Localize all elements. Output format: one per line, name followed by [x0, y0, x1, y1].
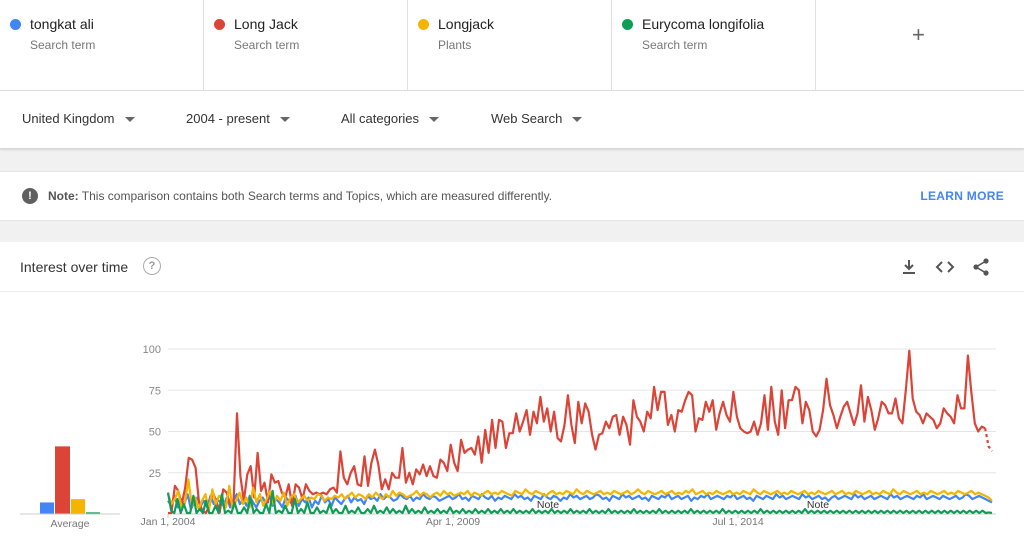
term-name[interactable]: tongkat ali [30, 16, 94, 32]
card-tools [898, 256, 1008, 280]
time-range-dropdown[interactable]: 2004 - present [186, 111, 290, 126]
note-message: This comparison contains both Search ter… [81, 189, 553, 203]
plus-icon[interactable]: + [912, 22, 925, 47]
learn-more-link[interactable]: LEARN MORE [920, 189, 1004, 203]
term-eurycoma-longifolia[interactable]: Eurycoma longifolia Search term [612, 0, 816, 90]
chart-annotation: Note [537, 499, 559, 511]
embed-icon[interactable] [934, 256, 956, 278]
series-color-dot [10, 19, 21, 30]
exclamation-icon: ! [22, 188, 38, 204]
card-title: Interest over time [20, 259, 129, 275]
time-range-label: 2004 - present [186, 111, 270, 126]
region-label: United Kingdom [22, 111, 115, 126]
average-bar [86, 512, 100, 514]
term-kind: Search term [642, 38, 708, 52]
term-name[interactable]: Longjack [438, 16, 495, 32]
average-bar [40, 502, 54, 514]
interest-chart: 25 50 75 100 Jan 1, 2004 Apr 1, 2009 Jul 1, 20… [20, 344, 996, 530]
download-icon[interactable] [898, 256, 920, 278]
x-tick-label: Jul 1, 2014 [712, 516, 764, 528]
term-tongkat-ali[interactable]: tongkat ali Search term [0, 0, 204, 90]
caret-down-icon [429, 117, 440, 123]
series-line [167, 493, 993, 511]
filters-bar: United Kingdom 2004 - present All catego… [0, 91, 1024, 149]
term-kind: Search term [30, 38, 96, 52]
series-line-partial [984, 427, 993, 452]
question-icon[interactable]: ? [143, 257, 161, 275]
series-line [168, 349, 986, 515]
series-color-dot [622, 19, 633, 30]
add-comparison-button[interactable]: + [816, 0, 1024, 90]
average-bar [71, 499, 85, 514]
chart-annotation: Note [807, 499, 829, 511]
note-text: Note: This comparison contains both Sear… [48, 189, 552, 203]
caret-down-icon [124, 117, 135, 123]
share-icon[interactable] [970, 256, 992, 278]
comparison-note-banner: ! Note: This comparison contains both Se… [0, 171, 1024, 221]
term-kind: Plants [438, 38, 472, 52]
series-color-dot [214, 19, 225, 30]
caret-down-icon [279, 117, 290, 123]
term-kind: Search term [234, 38, 300, 52]
term-longjack[interactable]: Longjack Plants [408, 0, 612, 90]
region-dropdown[interactable]: United Kingdom [22, 111, 135, 126]
y-tick-label: 75 [149, 385, 161, 397]
search-type-dropdown[interactable]: Web Search [491, 111, 583, 126]
category-label: All categories [341, 111, 420, 126]
note-label: Note: [48, 189, 79, 203]
category-dropdown[interactable]: All categories [341, 111, 440, 126]
average-bar [55, 446, 70, 514]
y-tick-label: 25 [149, 468, 161, 480]
x-tick-label: Jan 1, 2004 [141, 516, 196, 528]
term-long-jack[interactable]: Long Jack Search term [204, 0, 408, 90]
search-terms-bar: tongkat ali Search term Long Jack Search… [0, 0, 1024, 91]
y-tick-label: 100 [143, 344, 161, 356]
y-tick-label: 50 [149, 427, 161, 439]
card-divider [0, 291, 1024, 292]
term-name[interactable]: Long Jack [234, 16, 298, 32]
term-name[interactable]: Eurycoma longifolia [642, 16, 765, 32]
average-label: Average [51, 518, 90, 530]
x-tick-label: Apr 1, 2009 [426, 516, 480, 528]
search-type-label: Web Search [491, 111, 563, 126]
series-line [166, 489, 993, 515]
interest-over-time-card: Interest over time ? 25 50 75 100 Jan 1, 200… [0, 242, 1024, 546]
series-color-dot [418, 19, 429, 30]
caret-down-icon [572, 117, 583, 123]
series-line [166, 478, 993, 512]
